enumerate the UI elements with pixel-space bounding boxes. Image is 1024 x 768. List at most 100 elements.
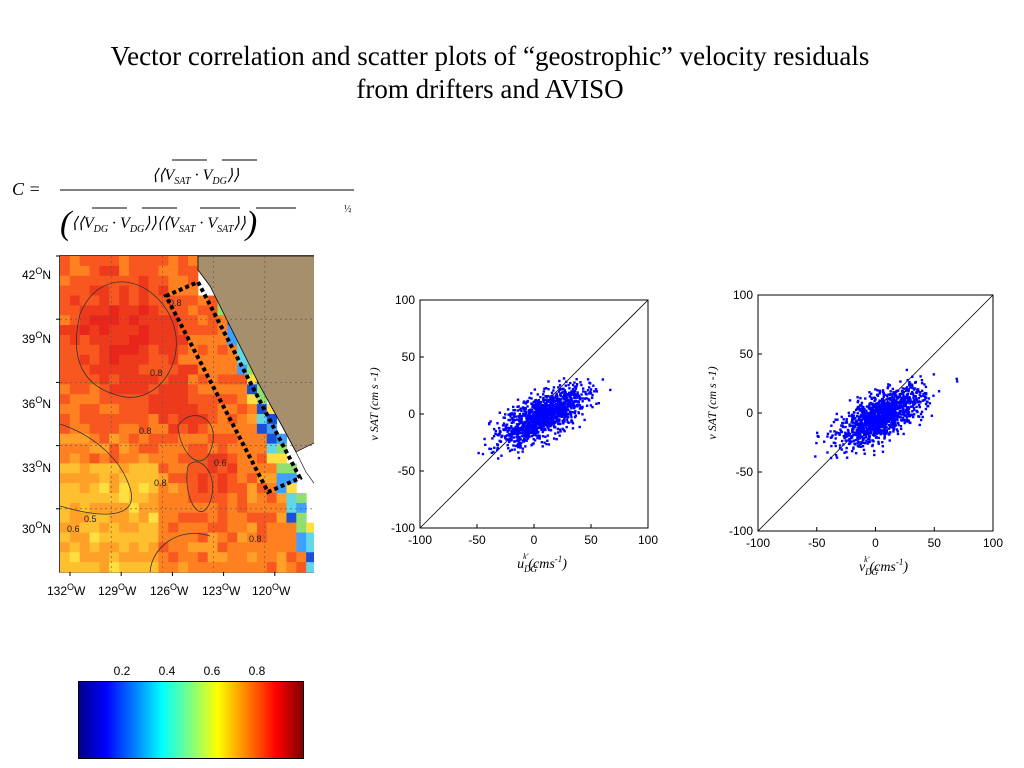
scatter-point <box>536 405 540 409</box>
correlation-map-panel: 0.8 0.8 0.8 0.5 0.6 0.8 0.6 0.8 42ON 39ON 36ON … <box>14 252 314 600</box>
scatter-point <box>562 394 566 398</box>
scatter-point <box>865 429 869 432</box>
map-cell <box>69 404 81 415</box>
x-axis-label: uDGk'(cms-1) <box>517 552 567 574</box>
scatter-point <box>886 386 889 390</box>
scatter-point <box>557 406 561 410</box>
map-cell <box>237 404 248 415</box>
scatter-point <box>886 414 890 417</box>
scatter-point <box>533 407 536 410</box>
scatter-point <box>856 442 859 445</box>
scatter-point <box>883 432 886 435</box>
scatter-point <box>907 405 910 409</box>
scatter-point <box>850 440 853 443</box>
map-cell <box>109 453 120 464</box>
map-cell <box>276 552 287 563</box>
scatter-point <box>601 378 605 381</box>
scatter-point <box>871 413 874 416</box>
map-cell <box>286 493 297 504</box>
scatter-point <box>481 452 485 456</box>
map-cell <box>197 473 209 484</box>
map-cell <box>138 433 150 445</box>
map-cell <box>99 325 110 336</box>
scatter-point <box>533 420 536 423</box>
map-cell <box>188 542 199 553</box>
scatter-point <box>915 405 918 409</box>
map-cell <box>60 285 71 296</box>
map-cell <box>148 394 159 405</box>
scatter-point <box>840 424 843 427</box>
scatter-point <box>565 409 568 413</box>
map-cell <box>188 256 199 267</box>
map-cell <box>60 502 71 514</box>
scatter-point <box>841 424 844 428</box>
scatter-point <box>564 392 567 395</box>
scatter-point <box>911 386 914 390</box>
map-cell <box>207 295 219 306</box>
scatter-point <box>866 437 870 441</box>
map-cell <box>158 404 169 415</box>
scatter-point <box>484 443 487 447</box>
scatter-point <box>511 427 514 430</box>
scatter-point <box>898 402 901 406</box>
map-cell <box>109 463 120 474</box>
scatter-point <box>545 396 548 399</box>
scatter-point <box>534 426 537 430</box>
x-tick-label: -100 <box>746 536 770 550</box>
scatter-point <box>881 410 884 414</box>
map-cell <box>138 374 150 385</box>
scatter-point <box>841 421 844 425</box>
map-cell <box>158 275 169 287</box>
map-cell <box>217 502 228 514</box>
map-cell <box>128 473 140 484</box>
map-cell <box>256 502 268 514</box>
map-cell <box>89 542 100 553</box>
scatter-point <box>846 428 850 432</box>
map-contour-2 <box>186 461 214 512</box>
map-cell <box>237 473 248 484</box>
scatter-point <box>893 427 896 430</box>
scatter-point <box>909 386 912 389</box>
scatter-point <box>572 388 575 391</box>
map-cell <box>138 344 150 356</box>
map-cell <box>128 483 140 494</box>
map-cell <box>99 522 110 533</box>
map-cell <box>89 453 100 464</box>
map-cell <box>99 562 110 573</box>
scatter-point <box>545 403 548 406</box>
scatter-point <box>543 420 546 423</box>
map-cell <box>69 384 81 395</box>
map-cell <box>79 433 91 445</box>
scatter-point <box>579 381 582 384</box>
scatter-point <box>528 435 531 438</box>
scatter-point <box>899 392 903 396</box>
scatter-point <box>860 430 863 434</box>
map-cell <box>89 404 100 415</box>
scatter-point <box>536 415 540 418</box>
scatter-point <box>834 441 837 445</box>
scatter-point <box>567 408 570 412</box>
scatter-point <box>873 426 877 430</box>
scatter-point <box>512 436 516 439</box>
scatter-point <box>530 431 534 435</box>
map-cell <box>188 394 199 405</box>
map-cell <box>168 532 179 543</box>
correlation-formula: C = ⟨⟨VSAT · VDG⟩⟩ (⟨⟨VDG · VDG⟩⟩⟨⟨VSAT … <box>12 159 354 242</box>
scatter-point <box>529 417 533 421</box>
scatter-point <box>554 414 557 417</box>
scatter-point <box>900 403 903 406</box>
scatter-point <box>848 414 851 417</box>
scatter-point <box>516 438 519 441</box>
scatter-point <box>578 398 582 401</box>
map-cell <box>119 562 130 573</box>
scatter-point <box>533 411 537 414</box>
map-cell <box>217 562 228 573</box>
map-cell <box>168 305 179 316</box>
scatter-point <box>523 420 527 424</box>
scatter-point <box>549 403 553 407</box>
y-tick-label: 50 <box>740 347 754 361</box>
map-cell <box>188 463 199 474</box>
map-cell <box>99 265 110 277</box>
scatter-point <box>512 444 515 447</box>
scatter-point <box>562 377 566 380</box>
